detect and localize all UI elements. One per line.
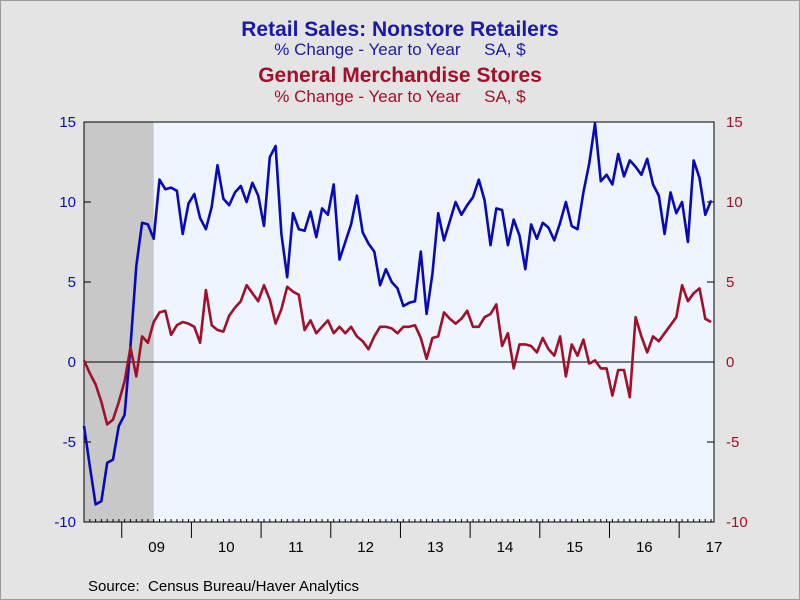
y-tick-label-left: 10 [59,194,76,211]
plot-border [83,121,715,523]
y-tick-label-right: 5 [726,274,734,291]
x-tick-label: 09 [148,539,165,556]
y-tick-label-right: 15 [726,114,743,131]
x-tick-label: 10 [218,539,235,556]
y-tick-label-left: 0 [68,354,76,371]
x-tick-label: 17 [706,539,723,556]
y-tick-label-left: 15 [59,114,76,131]
y-tick-label-left: -5 [63,434,76,451]
x-tick-label: 13 [427,539,444,556]
series1-title: Retail Sales: Nonstore Retailers [241,18,559,41]
series1-subtitle: % Change - Year to Year SA, $ [274,40,526,59]
y-tick-label-left: 5 [68,274,76,291]
y-tick-label-right: 10 [726,194,743,211]
y-tick-label-left: -10 [54,514,76,531]
y-tick-label-right: -5 [726,434,739,451]
y-tick-label-right: 0 [726,354,734,371]
recession-band [84,122,154,522]
x-tick-label: 11 [288,539,304,556]
series-general-merchandise-line [82,283,712,426]
plot-area [84,122,714,522]
x-tick-label: 12 [357,539,374,556]
x-tick-label: 14 [497,539,514,556]
y-tick-label-right: -10 [726,514,748,531]
source-note: Source: Census Bureau/Haver Analytics [88,578,359,595]
series2-title: General Merchandise Stores [258,64,542,87]
x-tick-label: 15 [566,539,583,556]
series2-subtitle: % Change - Year to Year SA, $ [274,87,526,106]
x-tick-label: 16 [636,539,653,556]
series-nonstore-retailers-line [82,122,713,506]
